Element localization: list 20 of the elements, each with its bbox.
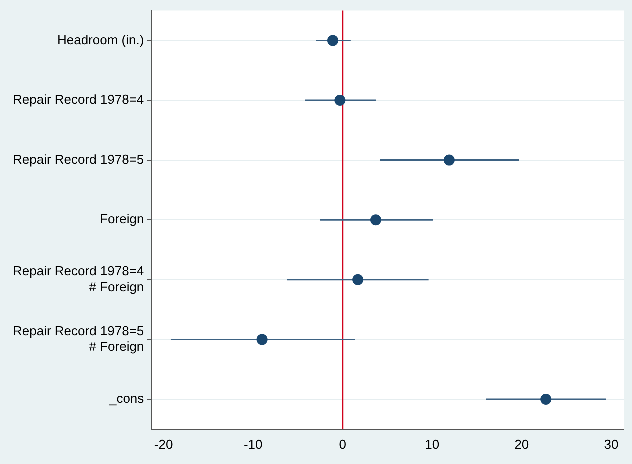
- x-tick-label: 10: [425, 436, 440, 452]
- point: [352, 274, 364, 286]
- point: [334, 95, 346, 106]
- y-tick-label: Foreign: [100, 212, 144, 227]
- x-tick-label: -20: [154, 436, 174, 452]
- y-tick-label: Repair Record 1978=5 # Foreign: [12, 323, 144, 354]
- point: [256, 334, 268, 346]
- x-tick-label: 20: [514, 436, 530, 452]
- point: [328, 35, 339, 46]
- y-tick-label: Repair Record 1978=4 # Foreign: [12, 264, 144, 294]
- y-tick-label: Headroom (in.): [57, 32, 144, 48]
- y-tick-label: Repair Record 1978=5: [12, 152, 144, 167]
- x-tick-label: 0: [339, 436, 346, 452]
- point: [444, 154, 455, 166]
- point: [540, 394, 552, 405]
- x-tick-label: 30: [604, 436, 619, 452]
- y-tick-label: _cons: [108, 391, 145, 406]
- point: [370, 214, 382, 226]
- x-tick-label: -10: [244, 436, 263, 452]
- y-tick-label: Repair Record 1978=4: [12, 92, 144, 108]
